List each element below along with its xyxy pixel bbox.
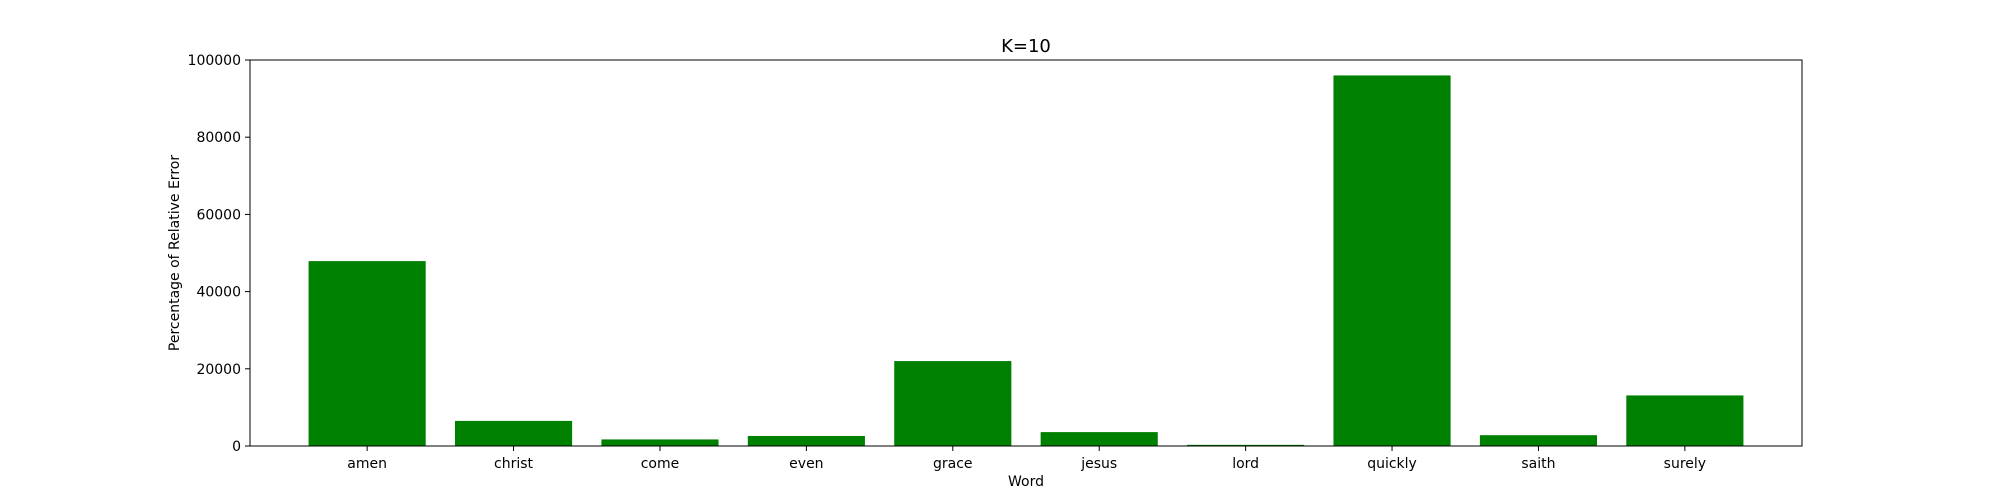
x-tick-label-amen: amen <box>347 456 387 472</box>
x-tick-label-surely: surely <box>1664 456 1706 472</box>
x-axis-ticks: amen christ come even grace jesus lord quickly s… <box>347 446 1706 472</box>
y-axis-label: Percentage of Relative Error <box>167 155 183 351</box>
x-tick-label-saith: saith <box>1521 456 1555 472</box>
bar-amen <box>308 261 426 446</box>
bars-group <box>308 75 1744 446</box>
bar-lord <box>1187 444 1305 446</box>
x-axis-label: Word <box>1008 474 1044 490</box>
x-tick-label-even: even <box>789 456 823 472</box>
bar-surely <box>1626 395 1744 446</box>
bar-even <box>747 435 865 446</box>
y-tick-label: 100000 <box>188 53 241 69</box>
bar-grace <box>894 361 1012 446</box>
y-axis-ticks: 0 20000 40000 60000 80000 100000 <box>188 53 250 455</box>
x-tick-label-come: come <box>641 456 680 472</box>
x-tick-label-jesus: jesus <box>1080 456 1117 472</box>
bar-jesus <box>1040 432 1158 446</box>
x-tick-label-quickly: quickly <box>1367 456 1417 472</box>
plot-frame <box>249 59 1803 447</box>
bar-christ <box>454 420 573 446</box>
x-tick-label-christ: christ <box>494 456 534 472</box>
bar-saith <box>1479 435 1598 446</box>
y-tick-label: 60000 <box>196 207 241 223</box>
bar-come <box>601 439 719 446</box>
x-tick-label-grace: grace <box>933 456 973 472</box>
x-tick-label-lord: lord <box>1232 456 1259 472</box>
bar-quickly <box>1333 75 1451 446</box>
chart-title: K=10 <box>1001 36 1051 57</box>
y-tick-label: 40000 <box>196 285 241 301</box>
y-tick-label: 80000 <box>196 130 241 146</box>
y-tick-label: 20000 <box>196 362 241 378</box>
y-tick-label: 0 <box>232 439 241 455</box>
